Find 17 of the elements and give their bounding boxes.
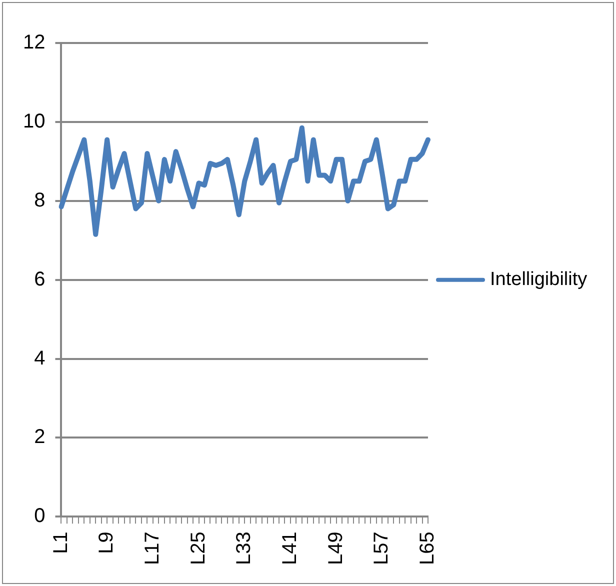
y-tick-label: 8 [34, 189, 46, 212]
x-tick-label: L25 [187, 532, 210, 566]
x-tick-label: L17 [141, 532, 164, 566]
y-tick-label: 12 [22, 32, 46, 54]
x-tick-label: L57 [370, 532, 393, 566]
y-tick-label: 10 [22, 110, 46, 132]
x-tick-label: L33 [233, 532, 256, 566]
legend-label: Intelligibility [490, 269, 588, 290]
x-tick-label: L41 [278, 532, 301, 566]
x-tick-label: L9 [96, 532, 118, 554]
x-tick-label: L1 [50, 532, 72, 554]
y-tick-label: 2 [34, 426, 46, 448]
x-tick-label: L49 [324, 532, 347, 566]
y-tick-label: 4 [34, 347, 46, 370]
y-tick-label: 6 [34, 268, 46, 290]
y-tick-label: 0 [34, 505, 46, 528]
x-tick-label: L65 [416, 532, 439, 566]
